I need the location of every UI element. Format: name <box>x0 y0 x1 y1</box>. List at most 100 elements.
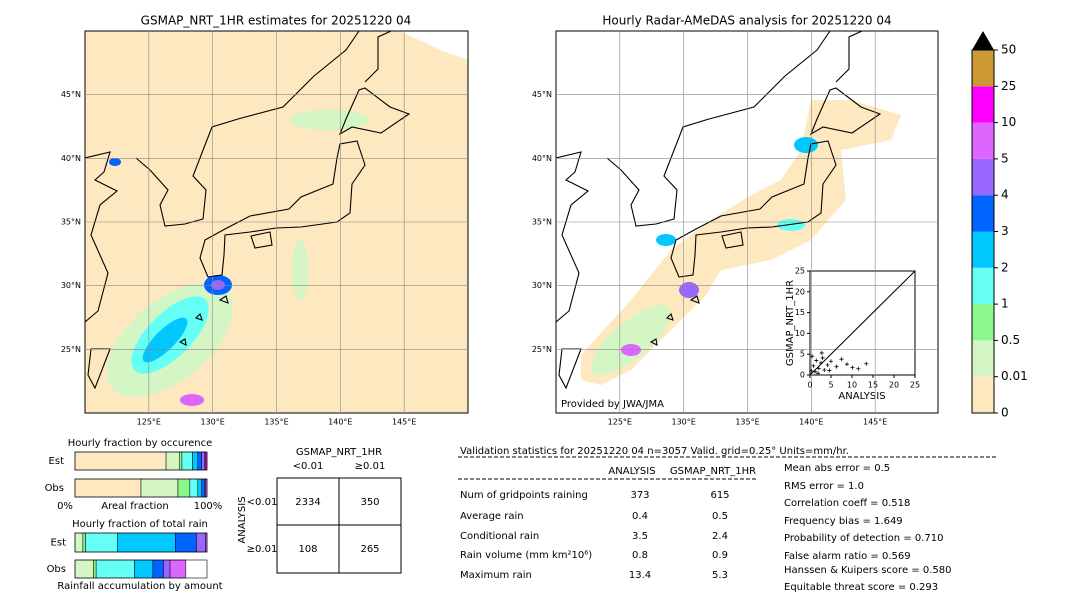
lat-tick-label: 40°N <box>61 154 81 163</box>
fraction-segment <box>140 478 179 498</box>
contingency-title: GSMAP_NRT_1HR <box>296 447 382 458</box>
lat-tick-label: 40°N <box>532 154 552 163</box>
fraction-segment <box>152 559 164 579</box>
axis-label: 0% <box>57 501 73 512</box>
fraction-segment <box>74 532 84 553</box>
colorbar-segment <box>972 376 994 413</box>
x-tick-label: 25 <box>910 381 920 390</box>
table-value: 0.4 <box>632 511 648 522</box>
axis-label: Areal fraction <box>101 501 168 512</box>
fraction-segment <box>192 451 199 471</box>
scatter-point <box>814 358 819 363</box>
y-tick-label: 10 <box>795 329 805 338</box>
axis-label: Rainfall accumulation by amount <box>57 581 222 592</box>
fraction-segment <box>74 559 94 579</box>
scatter-point <box>809 368 814 373</box>
scatter-point <box>827 368 832 373</box>
contingency-cell: 108 <box>298 544 317 555</box>
fraction-segment <box>196 532 206 553</box>
fraction-segment <box>74 451 167 471</box>
y-tick-label: 20 <box>795 287 805 296</box>
score: Hanssen & Kuipers score = 0.580 <box>784 565 951 576</box>
row-label: Num of gridpoints raining <box>460 490 588 501</box>
lat-tick-label: 35°N <box>61 218 81 227</box>
scatter-point <box>815 371 820 376</box>
scatter-point <box>844 362 849 367</box>
fraction-segment <box>197 451 202 471</box>
fraction-segment <box>197 478 202 498</box>
scatter-point <box>829 359 833 364</box>
scatter-point <box>839 357 844 362</box>
x-tick-label: 0 <box>807 381 812 390</box>
colorbar-segment <box>972 122 994 159</box>
fraction-segment <box>177 478 191 498</box>
row-label: Est <box>49 456 65 467</box>
scatter-x-label: ANALYSIS <box>838 391 885 402</box>
fraction-segment <box>163 559 171 579</box>
lon-tick-label: 125°E <box>608 418 632 427</box>
lon-tick-label: 135°E <box>264 418 288 427</box>
lon-tick-label: 145°E <box>392 418 416 427</box>
score: Mean abs error = 0.5 <box>784 463 890 474</box>
fraction-segment <box>189 478 199 498</box>
fraction-segment <box>181 451 193 471</box>
colorbar-label: 0.5 <box>1001 333 1020 347</box>
column-header: ANALYSIS <box>608 466 655 477</box>
y-tick-label: 0 <box>800 371 805 380</box>
colorbar-label: 4 <box>1001 188 1009 202</box>
bar-frame <box>74 559 208 579</box>
fraction-segment <box>95 559 135 579</box>
y-tick-label: 25 <box>795 267 805 276</box>
colorbar-label: 0 <box>1001 406 1009 420</box>
colorbar-segment <box>972 195 994 232</box>
lat-tick-label: 25°N <box>532 345 552 354</box>
scatter-point <box>820 355 825 360</box>
table-value: 615 <box>710 490 729 501</box>
credit: Provided by JWA/JMA <box>561 399 664 410</box>
fraction-segment <box>175 532 197 553</box>
contingency-cell: 2334 <box>295 497 320 508</box>
scatter-y-label: GSMAP_NRT_1HR <box>785 280 796 366</box>
bar-frame <box>74 478 208 498</box>
fraction-segment <box>82 532 86 553</box>
score: Correlation coeff = 0.518 <box>784 498 910 509</box>
colorbar-segment <box>972 304 994 341</box>
lat-tick-label: 35°N <box>532 218 552 227</box>
colorbar-label: 0.01 <box>1001 369 1028 383</box>
fraction-segment <box>134 559 154 579</box>
fraction-segment <box>165 451 180 471</box>
colorbar-label: 1 <box>1001 297 1009 311</box>
scatter-point <box>819 350 824 355</box>
scatter-point <box>834 364 839 369</box>
colorbar-label: 25 <box>1001 79 1016 93</box>
contingency-cell: 265 <box>360 544 379 555</box>
contingency-row-label: <0.01 <box>247 497 278 508</box>
total-rain-title: Hourly fraction of total rain <box>72 519 208 530</box>
table-value: 13.4 <box>629 570 651 581</box>
x-tick-label: 5 <box>828 381 833 390</box>
fraction-segment <box>169 559 187 579</box>
scatter-point <box>811 363 816 368</box>
scatter-point <box>816 366 821 371</box>
fraction-segment <box>201 478 205 498</box>
scatter-point <box>818 360 823 365</box>
score: RMS error = 1.0 <box>784 481 864 492</box>
row-label: Maximum rain <box>460 570 532 581</box>
fraction-segment <box>85 532 118 553</box>
validation-header: Validation statistics for 20251220 04 n=… <box>460 446 849 457</box>
bar-frame <box>74 451 208 471</box>
scatter-point <box>813 369 818 374</box>
x-tick-label: 10 <box>847 381 857 390</box>
scatter-point <box>822 368 827 373</box>
fraction-segment <box>201 451 205 471</box>
table-value: 0.8 <box>632 550 648 561</box>
lat-tick-label: 45°N <box>532 90 552 99</box>
scatter-point <box>856 366 861 371</box>
scatter-point <box>810 354 815 359</box>
colorbar-segment <box>972 158 994 196</box>
table-value: 0.5 <box>712 511 728 522</box>
fraction-segment <box>116 532 176 553</box>
contingency-row-title: ANALYSIS <box>237 496 248 543</box>
lat-tick-label: 45°N <box>61 90 81 99</box>
